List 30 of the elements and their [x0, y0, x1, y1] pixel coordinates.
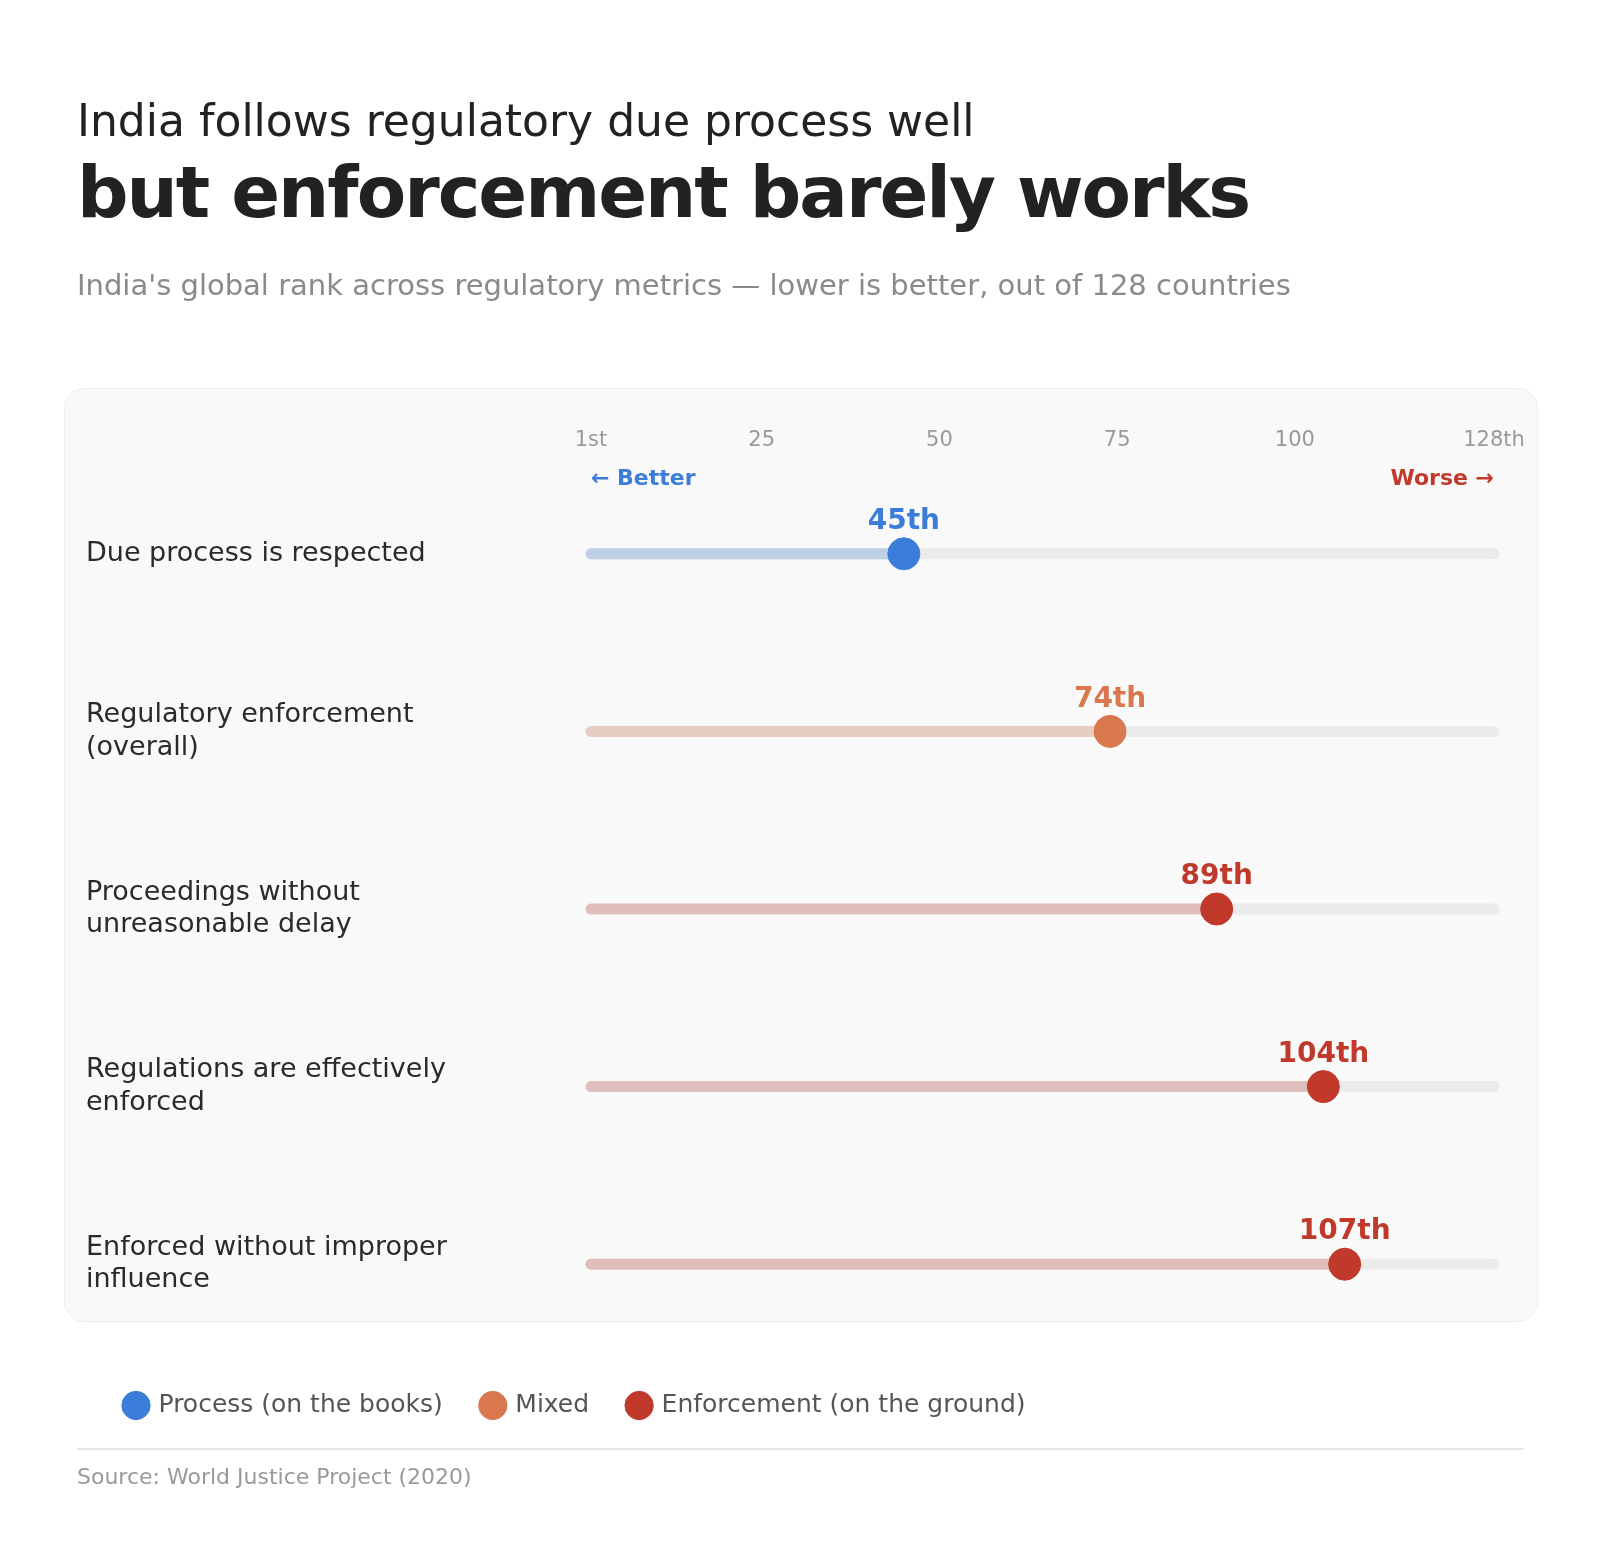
y-tick-label: Regulatory enforcement (overall) — [86, 697, 414, 761]
chart-title: India follows regulatory due process well — [77, 95, 975, 146]
legend-label: Enforcement (on the ground) — [661, 1389, 1026, 1418]
data-label: 104th — [1277, 1035, 1370, 1069]
source-note: Source: World Justice Project (2020) — [77, 1448, 1524, 1489]
data-label: 107th — [1298, 1213, 1391, 1247]
x-tick-label: 50 — [926, 426, 953, 451]
point — [887, 537, 921, 571]
x-tick-label: 25 — [748, 426, 776, 451]
y-tick-label: Proceedings without unreasonable delay — [86, 874, 360, 939]
point — [1093, 714, 1127, 748]
point — [1306, 1070, 1340, 1104]
text: India's global rank across regulatory metrics — lower is better, out of 128 countries — [77, 268, 1291, 302]
legend-label: Mixed — [515, 1389, 590, 1418]
x-tick-label: 75 — [1103, 426, 1131, 451]
point — [1328, 1247, 1362, 1281]
data-label: 74th — [1073, 680, 1147, 714]
data-label: 89th — [1180, 858, 1253, 892]
x-tick-label: 100 — [1274, 426, 1315, 451]
annotation: Worse → — [1390, 464, 1494, 490]
y-tick-label: Enforced without improper influence — [86, 1230, 448, 1294]
chart-subtitle: but enforcement barely works — [77, 150, 1250, 234]
data-label: 45th — [867, 503, 940, 537]
y-tick-label: Regulations are effectively enforced — [86, 1052, 446, 1116]
x-tick-label: 128th — [1463, 426, 1525, 451]
x-tick-label: 1st — [574, 426, 608, 451]
legend-label: Process (on the books) — [158, 1389, 443, 1418]
y-tick-label: Due process is respected — [86, 535, 426, 567]
annotation: ← Better — [591, 464, 696, 490]
point — [1200, 892, 1234, 926]
